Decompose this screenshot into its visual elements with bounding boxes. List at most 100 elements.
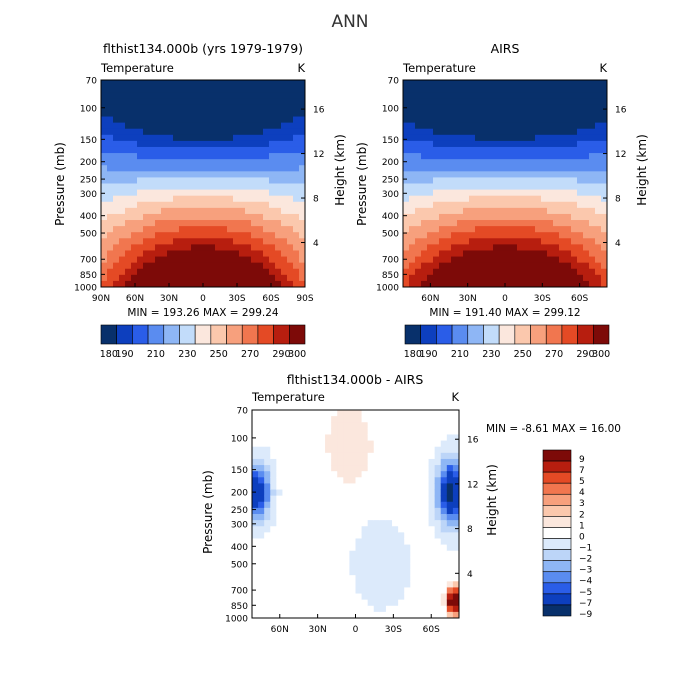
contour-cell: [252, 605, 259, 613]
contour-cell: [288, 458, 296, 466]
contour-cell: [270, 532, 277, 540]
x-tick-label: 60N: [126, 294, 144, 304]
contour-cell: [577, 98, 584, 105]
contour-cell: [481, 280, 488, 287]
contour-cell: [529, 165, 536, 172]
contour-cell: [251, 268, 258, 276]
contour-cell: [410, 477, 417, 485]
contour-cell: [410, 611, 417, 618]
contour-cell: [428, 581, 436, 589]
contour-cell: [349, 458, 357, 466]
contour-cell: [428, 593, 436, 601]
contour-cell: [361, 452, 369, 460]
contour-cell: [101, 86, 108, 93]
contour-cell: [422, 458, 430, 466]
contour-cell: [264, 587, 271, 595]
contour-cell: [440, 562, 448, 570]
contour-cell: [161, 189, 168, 197]
contour-cell: [300, 501, 308, 509]
contour-cell: [355, 501, 363, 509]
contour-cell: [185, 262, 192, 270]
contour-cell: [379, 556, 387, 564]
contour-cell: [463, 86, 470, 93]
contour-cell: [239, 171, 246, 179]
contour-cell: [404, 556, 411, 564]
contour-cell: [288, 428, 296, 436]
contour-cell: [282, 477, 290, 485]
contour-cell: [427, 153, 434, 160]
contour-cell: [306, 611, 314, 618]
contour-cell: [452, 507, 459, 515]
contour-cell: [445, 232, 452, 239]
contour-cell: [215, 110, 222, 118]
contour-cell: [300, 514, 308, 521]
contour-cell: [300, 587, 308, 595]
contour-cell: [155, 159, 162, 166]
contour-cell: [493, 146, 500, 154]
contour-cell: [276, 593, 284, 601]
contour-cell: [325, 611, 332, 618]
contour-cell: [161, 195, 168, 203]
contour-cell: [457, 189, 464, 197]
contour-cell: [422, 526, 430, 533]
contour-cell: [209, 171, 216, 179]
contour-cell: [299, 80, 305, 87]
contour-cell: [529, 220, 536, 227]
contour-cell: [451, 226, 458, 233]
contour-cell: [367, 416, 375, 423]
contour-cell: [251, 104, 258, 112]
contour-cell: [410, 581, 417, 589]
contour-cell: [306, 483, 314, 491]
contour-cell: [197, 177, 204, 185]
contour-cell: [457, 98, 464, 105]
contour-cell: [457, 159, 464, 166]
contour-cell: [143, 153, 150, 160]
contour-cell: [269, 122, 276, 130]
contour-cell: [355, 507, 363, 515]
contour-cell: [571, 238, 578, 245]
y2-axis-label: Height (km): [635, 134, 649, 205]
contour-cell: [287, 238, 294, 245]
contour-cell: [583, 146, 590, 154]
contour-cell: [263, 80, 270, 87]
contour-cell: [421, 159, 428, 166]
contour-cell: [451, 134, 458, 142]
contour-cell: [469, 134, 476, 142]
contour-cell: [269, 195, 276, 203]
contour-cell: [517, 165, 524, 172]
contour-cell: [583, 201, 590, 209]
contour-cell: [469, 195, 476, 203]
contour-cell: [312, 452, 320, 460]
contour-cell: [577, 244, 584, 252]
contour-cell: [131, 195, 138, 203]
contour-cell: [463, 268, 470, 276]
contour-cell: [161, 238, 168, 245]
contour-cell: [463, 262, 470, 270]
contour-cell: [233, 159, 240, 166]
contour-cell: [452, 471, 459, 478]
contour-cell: [312, 410, 320, 417]
contour-cell: [275, 274, 282, 282]
contour-cell: [349, 489, 357, 497]
contour-cell: [541, 153, 548, 160]
contour-cell: [373, 532, 381, 540]
contour-cell: [373, 465, 381, 472]
contour-cell: [385, 428, 393, 436]
contour-cell: [131, 86, 138, 93]
contour-cell: [185, 238, 192, 245]
contour-cell: [269, 110, 276, 118]
contour-cell: [523, 195, 530, 203]
colorbar-swatch: [542, 516, 572, 528]
contour-cell: [197, 128, 204, 136]
contour-cell: [428, 422, 436, 429]
contour-cell: [445, 183, 452, 191]
contour-cell: [410, 587, 417, 595]
contour-cell: [547, 140, 554, 148]
contour-cell: [318, 489, 326, 497]
contour-cell: [209, 220, 216, 227]
contour-cell: [451, 244, 458, 252]
contour-cell: [233, 92, 240, 99]
contour-cell: [258, 599, 265, 607]
contour-cell: [361, 440, 369, 448]
